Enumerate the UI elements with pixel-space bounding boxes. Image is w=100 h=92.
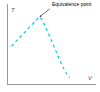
svg-text:V: V: [88, 75, 93, 81]
svg-text:T: T: [11, 7, 16, 13]
svg-text:Equivalence point: Equivalence point: [52, 1, 92, 7]
